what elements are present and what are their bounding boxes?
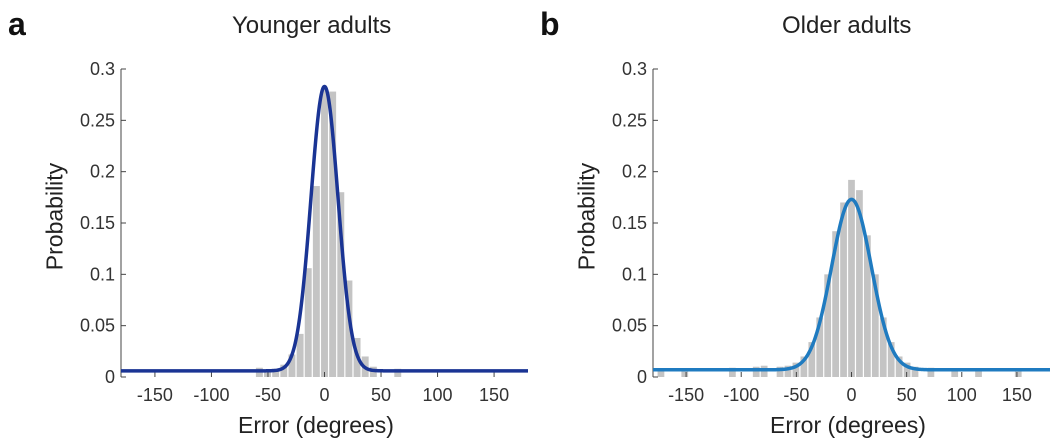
x-tick-label: 50 <box>897 385 917 405</box>
histogram-bar <box>784 365 792 377</box>
y-tick-label: 0.25 <box>612 110 647 130</box>
histogram-bar <box>848 179 855 377</box>
histogram-bar <box>345 280 353 377</box>
y-tick-label: 0.05 <box>612 316 647 336</box>
histogram-bar <box>394 368 402 377</box>
histogram-bar <box>975 368 982 377</box>
x-tick-label: 50 <box>371 385 391 405</box>
histogram-bar <box>824 274 832 377</box>
histogram-bar <box>864 235 871 377</box>
y-tick-label: 0.3 <box>622 59 647 79</box>
y-tick-label: 0.1 <box>90 264 115 284</box>
histogram-bar <box>895 356 903 377</box>
histogram-bar <box>927 367 935 377</box>
x-tick-label: 150 <box>1002 385 1032 405</box>
x-tick-label: -100 <box>723 385 759 405</box>
y-tick-label: 0.2 <box>90 162 115 182</box>
histogram-bar <box>681 369 689 377</box>
y-tick-label: 0.2 <box>622 162 647 182</box>
histogram-bar <box>280 364 288 377</box>
y-tick-label: 0.15 <box>612 213 647 233</box>
panel-letter: a <box>8 6 26 42</box>
histogram-bar <box>840 202 847 377</box>
histogram-bar <box>808 342 816 377</box>
x-tick-label: -50 <box>255 385 281 405</box>
histogram-bar <box>288 354 296 377</box>
fit-curve <box>651 197 1051 372</box>
chart-title: Older adults <box>782 12 912 39</box>
fit-curve <box>119 84 530 373</box>
x-axis-label: Error (degrees) <box>238 412 394 438</box>
histogram-bar <box>1014 369 1022 377</box>
histogram-bar <box>951 368 959 377</box>
chart-plot-area: 0 0.05 0.1 0.15 0.2 0.25 0.3 -150 -100 -50 0 50 100 1… <box>80 59 530 405</box>
x-tick-label: -100 <box>193 385 229 405</box>
histogram-bar <box>816 317 824 377</box>
x-tick-label: -150 <box>137 385 173 405</box>
histogram-bar <box>832 231 839 377</box>
histogram-bar <box>321 89 328 378</box>
histogram-bar <box>337 192 345 377</box>
histogram-bar <box>887 342 895 377</box>
histogram-bar <box>304 268 312 377</box>
histogram-bar <box>752 366 760 377</box>
histogram-bar <box>871 274 879 377</box>
histogram-bar <box>329 91 337 377</box>
y-tick-label: 0.3 <box>90 59 115 79</box>
x-tick-label: 100 <box>947 385 977 405</box>
histogram-bar <box>657 368 665 377</box>
y-tick-label: 0.15 <box>80 213 115 233</box>
panel-b-older-adults: b Older adults Probability Error (degree… <box>530 0 1051 441</box>
histogram-bar <box>800 356 808 377</box>
x-tick-label: 0 <box>846 385 856 405</box>
chart-plot-area: 0 0.05 0.1 0.15 0.2 0.25 0.3 -150 -100 -50 0 50 100 1… <box>612 59 1051 405</box>
chart-title: Younger adults <box>232 12 392 39</box>
x-tick-label: 100 <box>423 385 453 405</box>
histogram-bar <box>272 368 280 377</box>
y-tick-label: 0 <box>637 367 647 387</box>
histogram-bar <box>911 366 919 377</box>
panel-letter: b <box>540 6 560 42</box>
x-axis-label: Error (degrees) <box>770 412 926 438</box>
histogram-bar <box>879 317 887 377</box>
x-tick-label: 0 <box>319 385 329 405</box>
histogram-bar <box>776 366 784 377</box>
y-tick-label: 0 <box>105 367 115 387</box>
histogram-bar <box>296 333 304 377</box>
y-tick-label: 0.25 <box>80 110 115 130</box>
histogram-bar <box>856 190 863 377</box>
y-tick-label: 0.05 <box>80 316 115 336</box>
histogram-bar <box>729 367 736 377</box>
histogram-bar <box>312 186 320 377</box>
histogram-bar <box>903 362 911 377</box>
panel-a-younger-adults: a Younger adults Probability Error (degr… <box>0 0 530 441</box>
x-tick-label: 150 <box>479 385 509 405</box>
y-tick-label: 0.1 <box>622 264 647 284</box>
histogram-bar <box>792 362 800 377</box>
x-tick-label: -150 <box>668 385 704 405</box>
x-tick-label: -50 <box>783 385 809 405</box>
